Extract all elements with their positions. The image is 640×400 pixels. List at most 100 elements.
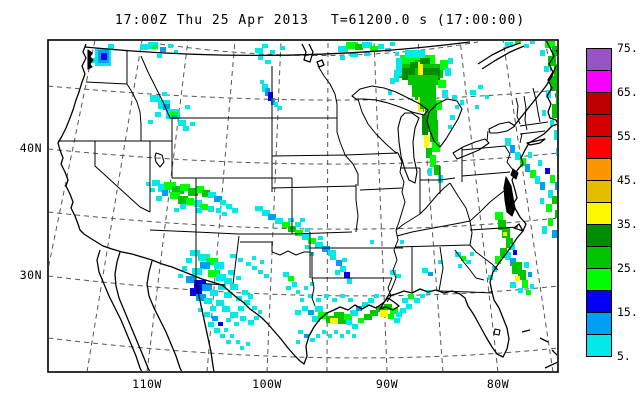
- radar-echo: [190, 250, 200, 256]
- radar-echo: [186, 198, 194, 205]
- radar-echo: [525, 164, 530, 172]
- radar-echo: [208, 192, 216, 198]
- radar-echo: [316, 298, 321, 302]
- radar-echo: [348, 298, 353, 302]
- radar-echo: [544, 66, 549, 72]
- radar-echo: [258, 310, 262, 314]
- radar-echo: [228, 270, 234, 275]
- radar-echo: [260, 80, 264, 84]
- radar-echo: [394, 318, 400, 323]
- radar-echo: [390, 308, 398, 314]
- radar-echo: [308, 294, 313, 298]
- radar-echo: [315, 242, 323, 248]
- radar-echo: [305, 228, 310, 232]
- radar-echo: [258, 270, 263, 274]
- radar-echo: [295, 310, 301, 315]
- radar-echo: [265, 88, 270, 96]
- radar-echo: [430, 132, 438, 142]
- radar-echo: [278, 106, 282, 110]
- radar-echo: [414, 298, 420, 303]
- radar-echo: [552, 104, 557, 118]
- radar-echo: [304, 286, 308, 290]
- radar-echo: [305, 245, 310, 249]
- radar-echo: [255, 206, 263, 211]
- radar-echo: [262, 210, 270, 216]
- radar-echo: [438, 80, 446, 88]
- radar-echo: [340, 266, 346, 272]
- radar-echo: [230, 254, 236, 258]
- colorbar-tick-5: 5.: [617, 349, 631, 363]
- radar-echo: [422, 268, 428, 273]
- lat-label-40N: 40N: [19, 141, 42, 155]
- radar-echo: [548, 190, 553, 198]
- radar-echo: [500, 248, 507, 258]
- radar-echo: [552, 46, 557, 56]
- radar-echo: [265, 60, 271, 64]
- radar-echo: [214, 262, 224, 269]
- radar-echo: [194, 200, 202, 207]
- radar-echo: [246, 342, 250, 346]
- radar-echo: [400, 308, 406, 313]
- radar-echo: [478, 85, 483, 89]
- colorbar-swatch: [586, 180, 612, 203]
- radar-echo: [430, 155, 436, 167]
- radar-echo: [164, 182, 176, 190]
- radar-echo: [428, 168, 432, 176]
- radar-echo: [206, 258, 218, 265]
- radar-echo: [498, 220, 506, 230]
- radar-echo: [208, 270, 220, 277]
- radar-echo: [408, 294, 414, 299]
- radar-echo: [370, 310, 378, 316]
- lon-label-90W: 90W: [375, 377, 399, 391]
- radar-echo: [406, 304, 412, 309]
- radar-echo: [318, 312, 328, 319]
- radar-echo: [295, 222, 301, 227]
- radar-echo: [461, 256, 466, 261]
- radar-echo: [526, 290, 531, 295]
- radar-echo: [545, 168, 550, 174]
- radar-echo: [390, 78, 395, 84]
- radar-echo: [336, 260, 342, 266]
- radar-echo: [442, 90, 448, 98]
- radar-echo: [280, 46, 285, 50]
- radar-echo: [274, 102, 278, 107]
- radar-echo: [172, 115, 177, 119]
- radar-echo-layer: [92, 41, 557, 350]
- radar-echo: [420, 294, 425, 298]
- radar-echo: [146, 182, 150, 186]
- radar-echo: [550, 120, 554, 126]
- radar-echo: [308, 310, 314, 315]
- colorbar-swatch: [586, 246, 612, 269]
- colorbar-tick-25: 25.: [617, 261, 638, 275]
- colorbar-tick-35: 35.: [617, 217, 638, 231]
- radar-echo: [515, 41, 521, 44]
- radar-echo: [300, 298, 304, 302]
- radar-echo: [296, 340, 300, 344]
- radar-echo: [420, 58, 430, 64]
- radar-echo: [324, 294, 329, 298]
- radar-echo: [295, 230, 303, 236]
- radar-echo: [304, 334, 309, 338]
- radar-echo: [528, 152, 532, 158]
- radar-echo: [220, 334, 225, 338]
- radar-echo: [226, 318, 231, 322]
- radar-echo: [208, 322, 214, 327]
- radar-echo: [460, 100, 464, 105]
- radar-echo: [555, 182, 557, 190]
- radar-echo: [555, 210, 557, 218]
- radar-echo: [162, 190, 168, 196]
- radar-echo: [214, 328, 220, 333]
- radar-echo: [548, 218, 553, 226]
- radar-echo: [432, 142, 440, 152]
- radar-echo: [450, 115, 455, 120]
- radar-echo: [286, 286, 291, 290]
- radar-echo: [510, 282, 516, 288]
- radar-echo: [542, 226, 547, 234]
- radar-echo: [356, 306, 362, 311]
- radar-echo: [204, 298, 212, 304]
- radar-echo: [518, 288, 523, 293]
- radar-echo: [254, 316, 259, 320]
- colorbar-swatch: [586, 70, 612, 93]
- radar-echo: [347, 278, 352, 284]
- radar-echo: [362, 42, 372, 48]
